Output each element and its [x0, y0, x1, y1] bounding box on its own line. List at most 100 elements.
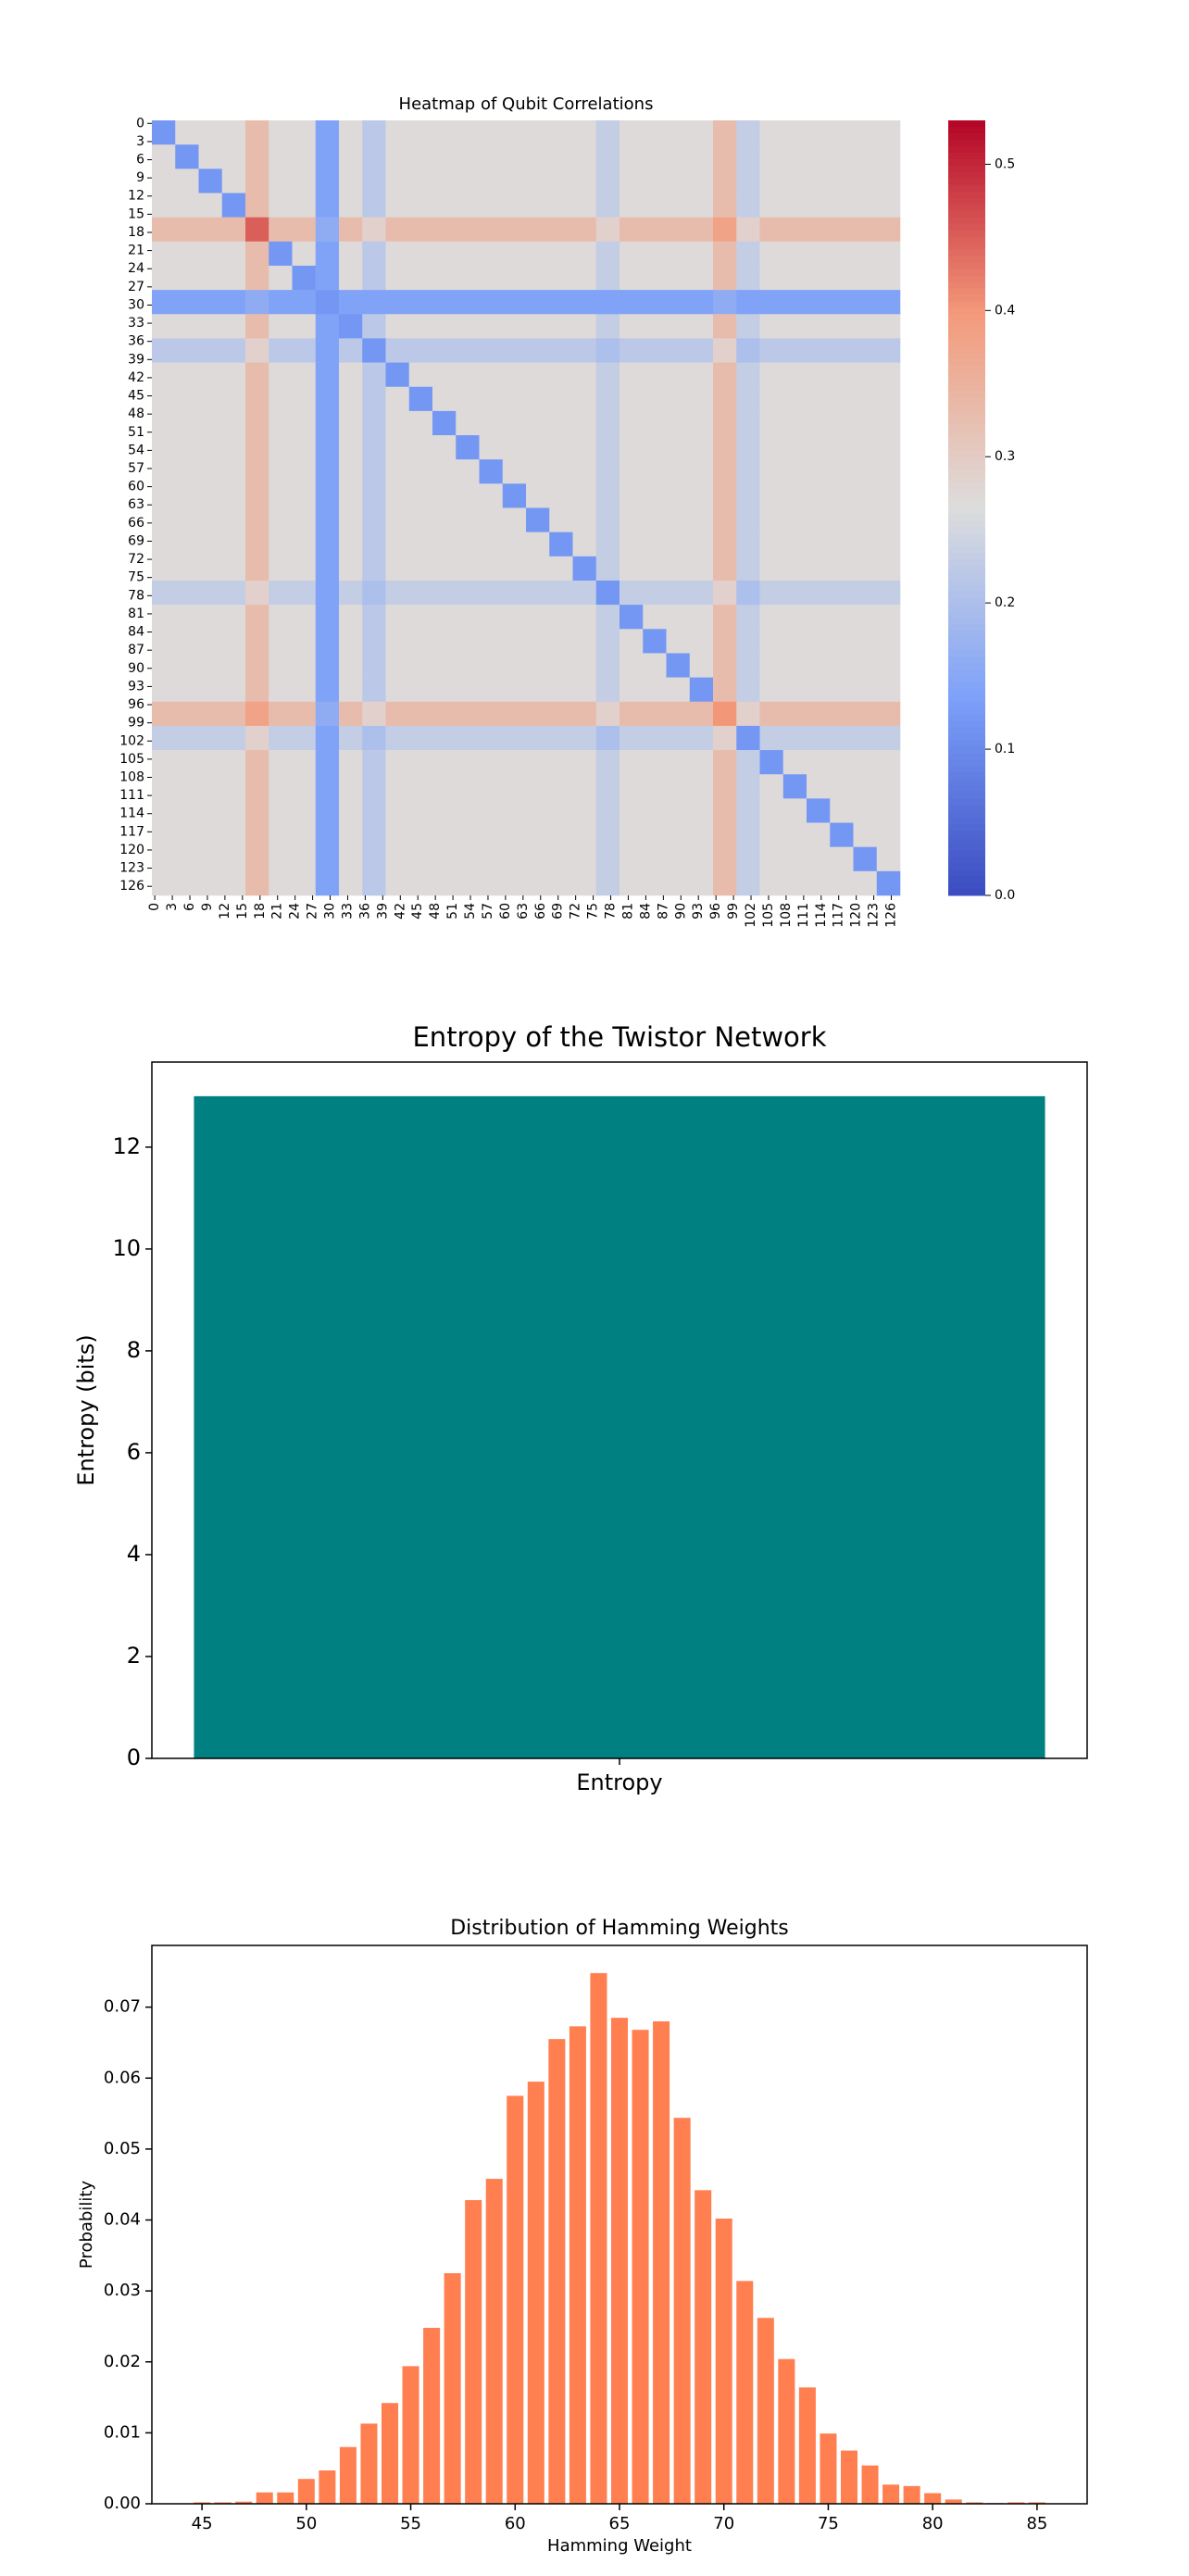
- heatmap-cell: [292, 362, 317, 388]
- heatmap-cell: [876, 144, 901, 169]
- heatmap-cell: [853, 120, 878, 145]
- heatmap-cell: [643, 580, 667, 606]
- colorbar-segment: [948, 314, 985, 321]
- heatmap-cell: [175, 459, 199, 484]
- colorbar-segment: [948, 191, 985, 199]
- heatmap-cell: [830, 846, 854, 872]
- heatmap-cell: [713, 386, 737, 412]
- heatmap-cell: [876, 556, 901, 581]
- heatmap-cell: [502, 531, 527, 557]
- x-tick-label: 85: [1026, 2514, 1047, 2533]
- heatmap-cell: [526, 410, 550, 436]
- heatmap-cell: [643, 677, 667, 703]
- heatmap-cell: [269, 750, 293, 775]
- heatmap-cell: [876, 822, 901, 847]
- heatmap-cell: [759, 629, 784, 654]
- heatmap-cell: [385, 653, 410, 678]
- colorbar-segment: [948, 694, 985, 703]
- heatmap-cell: [339, 120, 363, 145]
- bar: [882, 2484, 900, 2504]
- heatmap-cell: [245, 725, 269, 751]
- heatmap-cell: [876, 653, 901, 678]
- heatmap-cell: [759, 410, 784, 436]
- heatmap-cell: [315, 750, 340, 775]
- heatmap-cell: [339, 483, 363, 508]
- heatmap-cell: [713, 822, 737, 847]
- heatmap-cell: [689, 846, 714, 872]
- heatmap-cell: [736, 580, 760, 606]
- heatmap-cell: [830, 677, 854, 703]
- colorbar-segment: [948, 301, 985, 308]
- heatmap-cell: [595, 265, 620, 291]
- heatmap-cell: [620, 169, 644, 194]
- heatmap-cell: [269, 217, 293, 243]
- y-tick-label: 0.07: [104, 1997, 141, 2017]
- colorbar-segment: [948, 714, 985, 722]
- heatmap-cell: [666, 386, 691, 412]
- heatmap-cell: [175, 725, 199, 751]
- heatmap-cell: [853, 701, 878, 727]
- bar: [653, 2020, 670, 2504]
- heatmap-cell: [269, 386, 293, 412]
- heatmap-cell: [456, 290, 480, 315]
- heatmap-cell: [198, 677, 223, 703]
- heatmap-cell: [221, 290, 246, 315]
- heatmap-cell: [526, 629, 550, 654]
- heatmap-cell: [736, 653, 760, 678]
- heatmap-cell: [807, 193, 831, 218]
- heatmap-cell: [502, 459, 527, 484]
- heatmap-cell: [643, 120, 667, 145]
- heatmap-cell: [292, 120, 317, 145]
- heatmap-cell: [385, 870, 410, 896]
- y-tick-label: 42: [128, 370, 144, 385]
- x-tick-label: 60: [498, 903, 513, 919]
- heatmap-cell: [595, 193, 620, 218]
- heatmap-cell: [456, 169, 480, 194]
- heatmap-cell: [620, 265, 644, 291]
- heatmap-cell: [666, 677, 691, 703]
- heatmap-cell: [807, 701, 831, 727]
- colorbar-segment: [948, 707, 985, 716]
- heatmap-cell: [198, 338, 223, 363]
- x-tick-label: 84: [638, 903, 653, 919]
- heatmap-cell: [876, 314, 901, 339]
- heatmap-cell: [526, 483, 550, 508]
- heatmap-cell: [339, 435, 363, 460]
- x-tick-label: 39: [375, 903, 390, 919]
- heatmap-cell: [689, 193, 714, 218]
- colorbar-segment: [948, 353, 985, 360]
- colorbar-segment: [948, 520, 985, 528]
- heatmap-cell: [736, 677, 760, 703]
- x-tick-label: 126: [884, 903, 899, 928]
- heatmap-cell: [666, 846, 691, 872]
- heatmap-cell: [245, 120, 269, 145]
- heatmap-cell: [526, 580, 550, 606]
- heatmap-cell: [221, 144, 246, 169]
- colorbar-segment: [948, 410, 985, 419]
- heatmap-cell: [689, 144, 714, 169]
- colorbar-segment: [948, 889, 985, 896]
- y-tick-label: 72: [128, 552, 144, 567]
- heatmap-cell: [572, 193, 597, 218]
- heatmap-cell: [620, 605, 644, 630]
- heatmap-cell: [713, 653, 737, 678]
- heatmap-cell: [152, 507, 176, 532]
- heatmap-cell: [807, 653, 831, 678]
- heatmap-cell: [807, 725, 831, 751]
- heatmap-cell: [479, 435, 504, 460]
- heatmap-cell: [549, 410, 573, 436]
- heatmap-cell: [339, 580, 363, 606]
- colorbar-segment: [948, 546, 985, 554]
- heatmap-cell: [643, 653, 667, 678]
- heatmap-cell: [292, 459, 317, 484]
- y-tick-label: 12: [112, 1133, 141, 1159]
- heatmap-cell: [830, 410, 854, 436]
- heatmap-cell: [643, 750, 667, 775]
- colorbar-segment: [948, 675, 985, 683]
- heatmap-cell: [713, 338, 737, 363]
- heatmap-cell: [221, 774, 246, 799]
- colorbar-segment: [948, 527, 985, 534]
- heatmap-cell: [221, 169, 246, 194]
- colorbar-segment: [948, 682, 985, 690]
- heatmap-cell: [876, 701, 901, 727]
